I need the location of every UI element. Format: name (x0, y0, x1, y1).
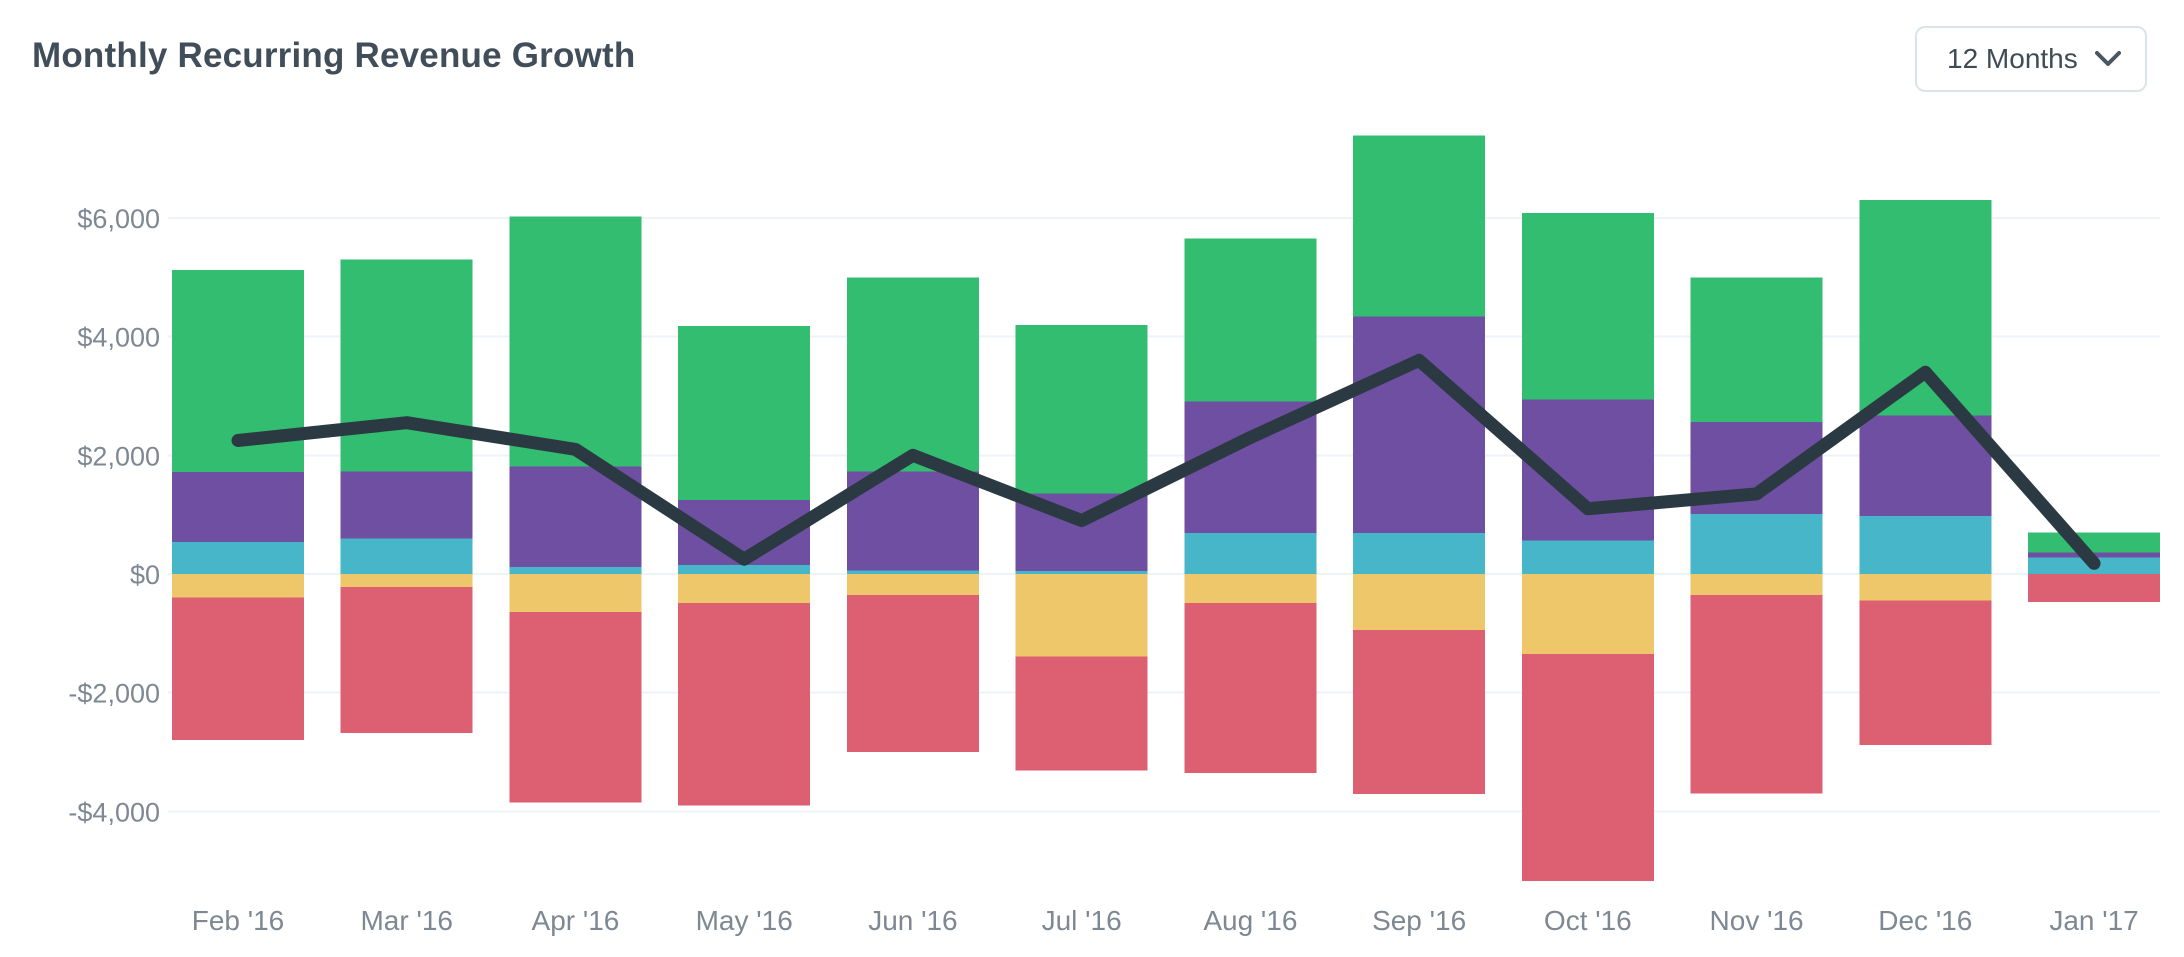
page-title: Monthly Recurring Revenue Growth (32, 36, 636, 75)
bar-segment-yellow[interactable] (172, 574, 304, 598)
bar-segment-yellow[interactable] (340, 574, 473, 588)
x-axis-label: Sep '16 (1372, 905, 1466, 936)
chevron-down-icon (2095, 51, 2121, 67)
bar-segment-red[interactable] (1859, 600, 1992, 745)
net-line (231, 353, 2101, 570)
bar-segment-green[interactable] (1690, 277, 1823, 422)
bar-segment-blue[interactable] (1015, 571, 1148, 574)
bar-segment-blue[interactable] (678, 565, 811, 574)
x-axis-label: Jul '16 (1042, 905, 1122, 936)
bar-segment-blue[interactable] (340, 538, 473, 574)
bar-segment-red[interactable] (340, 587, 473, 734)
bar-segment-purple[interactable] (172, 471, 304, 542)
y-axis-label: $4,000 (77, 323, 160, 353)
bar-segment-red[interactable] (2028, 574, 2161, 602)
y-axis-label: -$2,000 (68, 679, 160, 709)
bar-segment-yellow[interactable] (1521, 574, 1654, 655)
bar-segment-blue[interactable] (1353, 532, 1486, 574)
x-axis-label: Aug '16 (1203, 905, 1297, 936)
y-axis-label: $0 (130, 560, 160, 590)
bar-segment-green[interactable] (1353, 135, 1486, 317)
y-axis-label: -$4,000 (68, 797, 160, 827)
bar-segment-green[interactable] (846, 277, 979, 472)
bar-segment-yellow[interactable] (678, 574, 811, 604)
period-dropdown[interactable]: 12 Months (1915, 26, 2147, 92)
bar-segment-blue[interactable] (846, 570, 979, 574)
bar-segment-red[interactable] (1015, 656, 1148, 771)
bar-segment-yellow[interactable] (1690, 574, 1823, 595)
bar-segment-green[interactable] (678, 325, 811, 500)
y-axis-label: $2,000 (77, 441, 160, 471)
bar-segment-green[interactable] (340, 259, 473, 472)
bar-segment-blue[interactable] (509, 566, 642, 574)
bar-segment-blue[interactable] (1521, 540, 1654, 574)
bar-segment-purple[interactable] (1353, 316, 1486, 533)
bar-segment-purple[interactable] (1859, 415, 1992, 517)
x-axis-label: May '16 (696, 905, 793, 936)
bar-segment-green[interactable] (1015, 324, 1148, 494)
bar-segment-green[interactable] (1184, 238, 1317, 402)
x-axis-label: Oct '16 (1544, 905, 1632, 936)
bar-segment-red[interactable] (172, 597, 304, 741)
x-axis-label: Mar '16 (360, 905, 453, 936)
bar-segment-red[interactable] (678, 603, 811, 806)
bar-segment-blue[interactable] (1859, 516, 1992, 574)
x-axis-label: Feb '16 (192, 905, 285, 936)
bar-segment-red[interactable] (846, 594, 979, 753)
bar-segment-green[interactable] (1859, 200, 1992, 416)
bar-segment-red[interactable] (1690, 594, 1823, 794)
bar-segment-blue[interactable] (172, 541, 304, 574)
bar-segment-green[interactable] (1521, 213, 1654, 400)
bar-segment-red[interactable] (1184, 603, 1317, 773)
bar-segment-blue[interactable] (1690, 513, 1823, 574)
bar-segment-purple[interactable] (340, 471, 473, 539)
bar-segment-yellow[interactable] (1859, 574, 1992, 601)
x-axis-label: Jun '16 (868, 905, 957, 936)
bar-segment-red[interactable] (1353, 629, 1486, 795)
bar-segment-blue[interactable] (1184, 532, 1317, 574)
x-axis-label: Nov '16 (1710, 905, 1804, 936)
x-axis-label: Jan '17 (2049, 905, 2138, 936)
bar-segment-green[interactable] (509, 216, 642, 467)
x-axis-label: Apr '16 (532, 905, 620, 936)
bar-segment-green[interactable] (2028, 532, 2161, 553)
bar-segment-yellow[interactable] (1184, 574, 1317, 604)
bar-segment-yellow[interactable] (1015, 574, 1148, 657)
bar-segment-red[interactable] (509, 611, 642, 803)
bar-segment-yellow[interactable] (846, 574, 979, 595)
bar-segment-yellow[interactable] (509, 574, 642, 612)
y-axis-label: $6,000 (77, 204, 160, 234)
period-dropdown-label: 12 Months (1947, 43, 2078, 74)
x-axis-label: Dec '16 (1878, 905, 1972, 936)
bar-segment-red[interactable] (1521, 654, 1654, 881)
bar-segment-yellow[interactable] (1353, 574, 1486, 630)
